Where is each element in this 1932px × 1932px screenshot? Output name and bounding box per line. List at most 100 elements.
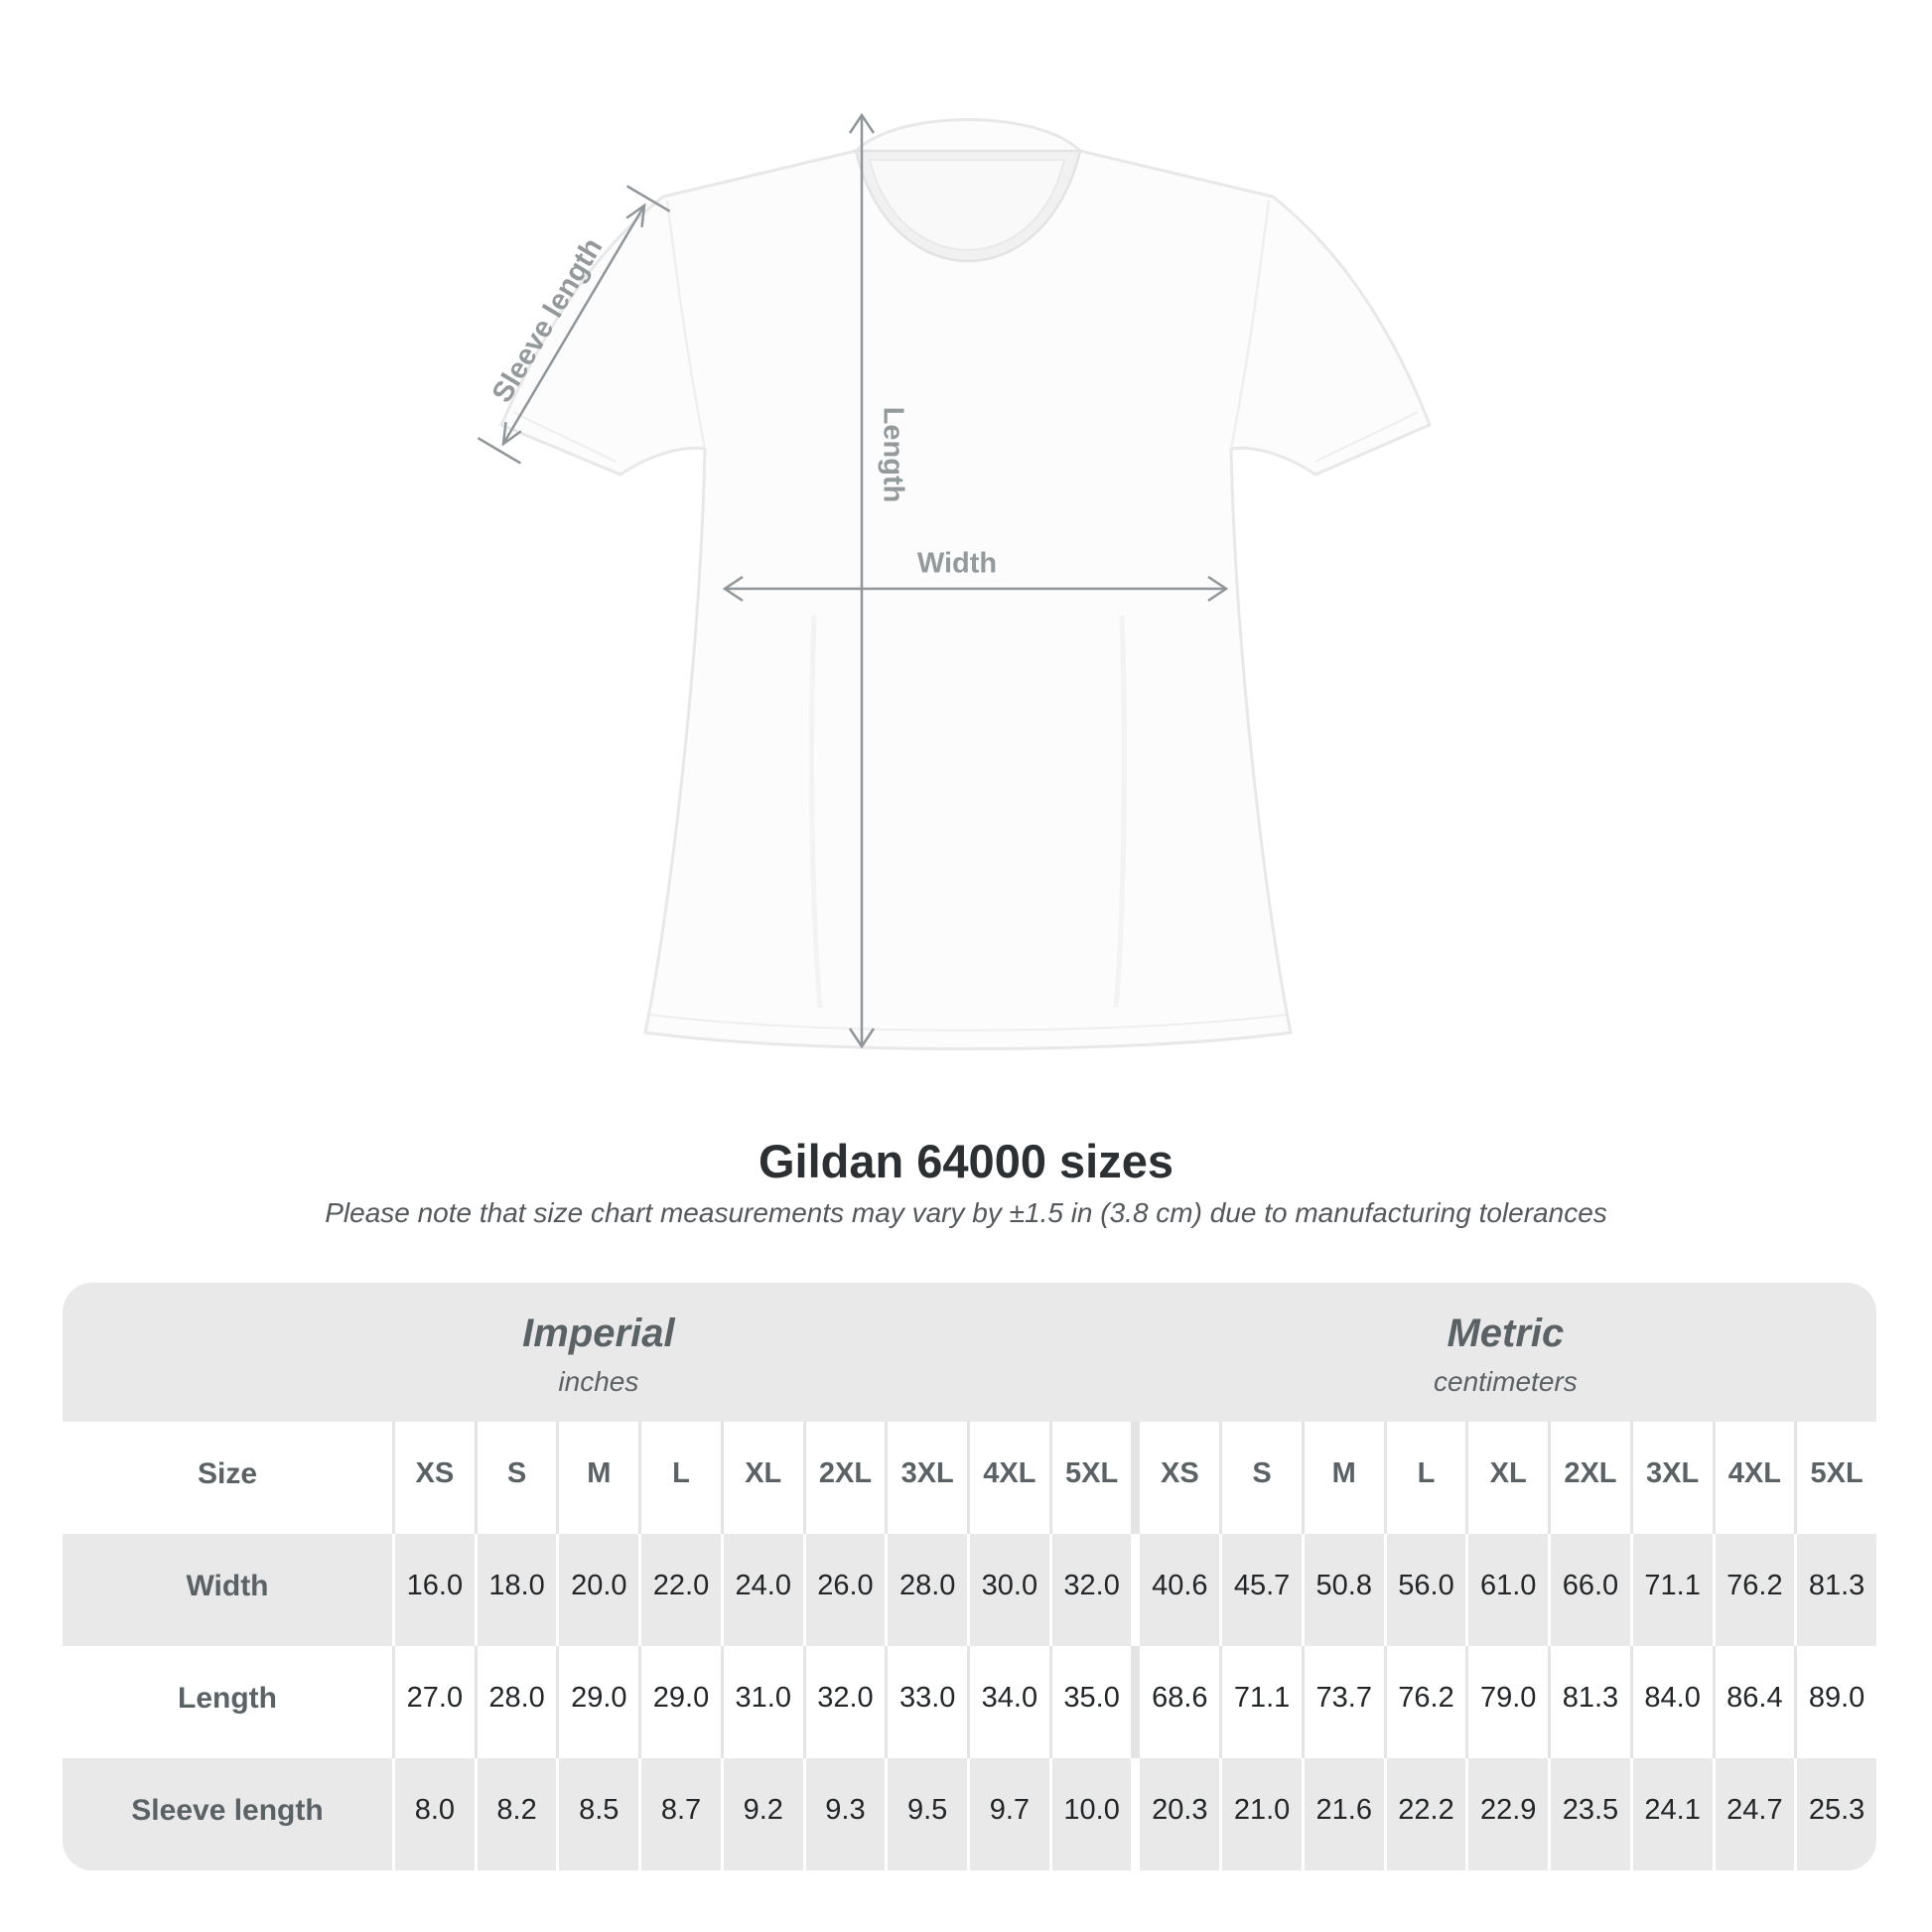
size-header-cell: XS: [1131, 1422, 1219, 1534]
size-header-cell: 4XL: [1712, 1422, 1795, 1534]
size-header-cell: L: [638, 1422, 721, 1534]
size-header-cell: L: [1383, 1422, 1466, 1534]
value-cell: 16.0: [392, 1534, 475, 1646]
width-arrowhead-right: [1207, 575, 1229, 603]
measurement-row: Width 16.0 18.0 20.0 22.0 24.0 26.0 28.0 30.0 32.…: [63, 1534, 1876, 1646]
value-cell: 86.4: [1712, 1646, 1795, 1758]
sleeve-arrowhead-top: [625, 203, 646, 227]
value-cell: 22.2: [1383, 1758, 1466, 1870]
size-header-cell: XS: [392, 1422, 475, 1534]
size-column-header: Size: [197, 1456, 258, 1490]
size-header-cell: S: [474, 1422, 557, 1534]
size-header-cell: 3XL: [885, 1422, 967, 1534]
value-cell: 25.3: [1794, 1758, 1876, 1870]
value-cell: 73.7: [1301, 1646, 1384, 1758]
width-label: Width: [916, 547, 998, 580]
value-cell: 21.0: [1219, 1758, 1302, 1870]
value-cell: 24.1: [1629, 1758, 1713, 1870]
size-header-cell: XL: [1465, 1422, 1548, 1534]
dimension-arrows: [477, 112, 1229, 1049]
value-cell: 28.0: [474, 1646, 557, 1758]
value-cell: 20.3: [1131, 1758, 1219, 1870]
value-cell: 24.7: [1712, 1758, 1795, 1870]
page-title: Gildan 64000 sizes: [758, 1135, 1174, 1187]
value-cell: 24.0: [720, 1534, 803, 1646]
value-cell: 9.7: [967, 1758, 1049, 1870]
value-cell: 8.5: [556, 1758, 638, 1870]
hem-stitch: [649, 1014, 1287, 1032]
size-header-cell: 3XL: [1629, 1422, 1713, 1534]
left-sleeve-seam: [665, 200, 707, 450]
value-cell: 8.7: [638, 1758, 721, 1870]
value-cell: 30.0: [967, 1534, 1049, 1646]
value-cell: 9.3: [802, 1758, 886, 1870]
size-header-cell: S: [1219, 1422, 1302, 1534]
right-sleeve-seam: [1229, 200, 1271, 450]
tshirt-body: [499, 118, 1432, 1050]
row-label-cell: Width: [186, 1569, 269, 1602]
left-cuff-stitch: [512, 411, 617, 463]
value-cell: 32.0: [802, 1646, 886, 1758]
value-cell: 76.2: [1383, 1646, 1466, 1758]
value-cell: 34.0: [967, 1646, 1049, 1758]
value-cell: 40.6: [1131, 1534, 1219, 1646]
length-arrowhead-top: [848, 112, 876, 134]
imperial-unit: inches: [558, 1365, 639, 1397]
value-cell: 61.0: [1465, 1534, 1548, 1646]
value-cell: 8.0: [392, 1758, 475, 1870]
units-header-row: Imperial inches Metric centimeters: [63, 1283, 1876, 1422]
value-cell: 35.0: [1048, 1646, 1132, 1758]
value-cell: 66.0: [1548, 1534, 1630, 1646]
value-cell: 32.0: [1048, 1534, 1132, 1646]
fold-line: [1113, 615, 1127, 1009]
value-cell: 76.2: [1712, 1534, 1795, 1646]
value-cell: 20.0: [556, 1534, 638, 1646]
measurement-row: Length 27.0 28.0 29.0 29.0 31.0 32.0 33.0 34.0 35…: [63, 1646, 1876, 1758]
value-cell: 71.1: [1629, 1534, 1713, 1646]
length-label: Length: [877, 406, 909, 503]
width-arrowhead-left: [722, 575, 744, 603]
value-cell: 71.1: [1219, 1646, 1302, 1758]
length-arrowhead-bottom: [848, 1028, 876, 1049]
size-header-cell: 5XL: [1048, 1422, 1132, 1534]
sleeve-arrowhead-bottom: [501, 422, 522, 447]
sleeve-tick-bottom: [477, 437, 522, 465]
value-cell: 10.0: [1048, 1758, 1132, 1870]
value-cell: 45.7: [1219, 1534, 1302, 1646]
value-cell: 22.0: [638, 1534, 721, 1646]
value-cell: 21.6: [1301, 1758, 1384, 1870]
row-label-cell: Sleeve length: [131, 1793, 324, 1827]
value-cell: 22.9: [1465, 1758, 1548, 1870]
size-header-cell: XL: [720, 1422, 803, 1534]
value-cell: 29.0: [638, 1646, 721, 1758]
value-cell: 89.0: [1794, 1646, 1876, 1758]
value-cell: 33.0: [885, 1646, 967, 1758]
value-cell: 56.0: [1383, 1534, 1466, 1646]
table-rows: Size XS S M L XL 2XL 3XL 4XL 5XL XS S M L XL 2XL 3XL 4XL 5…: [63, 1422, 1876, 1870]
size-header-cell: 5XL: [1794, 1422, 1876, 1534]
tshirt-image: [477, 112, 1432, 1050]
value-cell: 50.8: [1301, 1534, 1384, 1646]
value-cell: 81.3: [1548, 1646, 1630, 1758]
size-header-cell: M: [1301, 1422, 1384, 1534]
size-table: Imperial inches Metric centimeters Size X…: [63, 1283, 1876, 1870]
imperial-section-header: Imperial inches: [63, 1283, 1135, 1422]
value-cell: 29.0: [556, 1646, 638, 1758]
size-header-cell: M: [556, 1422, 638, 1534]
metric-section-header: Metric centimeters: [1135, 1283, 1876, 1422]
size-header-cell: 2XL: [802, 1422, 886, 1534]
metric-unit: centimeters: [1434, 1365, 1578, 1397]
value-cell: 26.0: [802, 1534, 886, 1646]
row-label-cell: Length: [178, 1681, 277, 1715]
size-header-cell: 2XL: [1548, 1422, 1630, 1534]
size-header-cell: 4XL: [967, 1422, 1049, 1534]
value-cell: 28.0: [885, 1534, 967, 1646]
value-cell: 27.0: [392, 1646, 475, 1758]
tolerance-note: Please note that size chart measurements…: [325, 1197, 1607, 1228]
value-cell: 18.0: [474, 1534, 557, 1646]
measurement-row: Sleeve length 8.0 8.2 8.5 8.7 9.2 9.3 9.5 9.7 10.…: [63, 1758, 1876, 1870]
right-cuff-stitch: [1314, 411, 1419, 463]
sleeve-arrow-line: [501, 205, 646, 445]
value-cell: 79.0: [1465, 1646, 1548, 1758]
